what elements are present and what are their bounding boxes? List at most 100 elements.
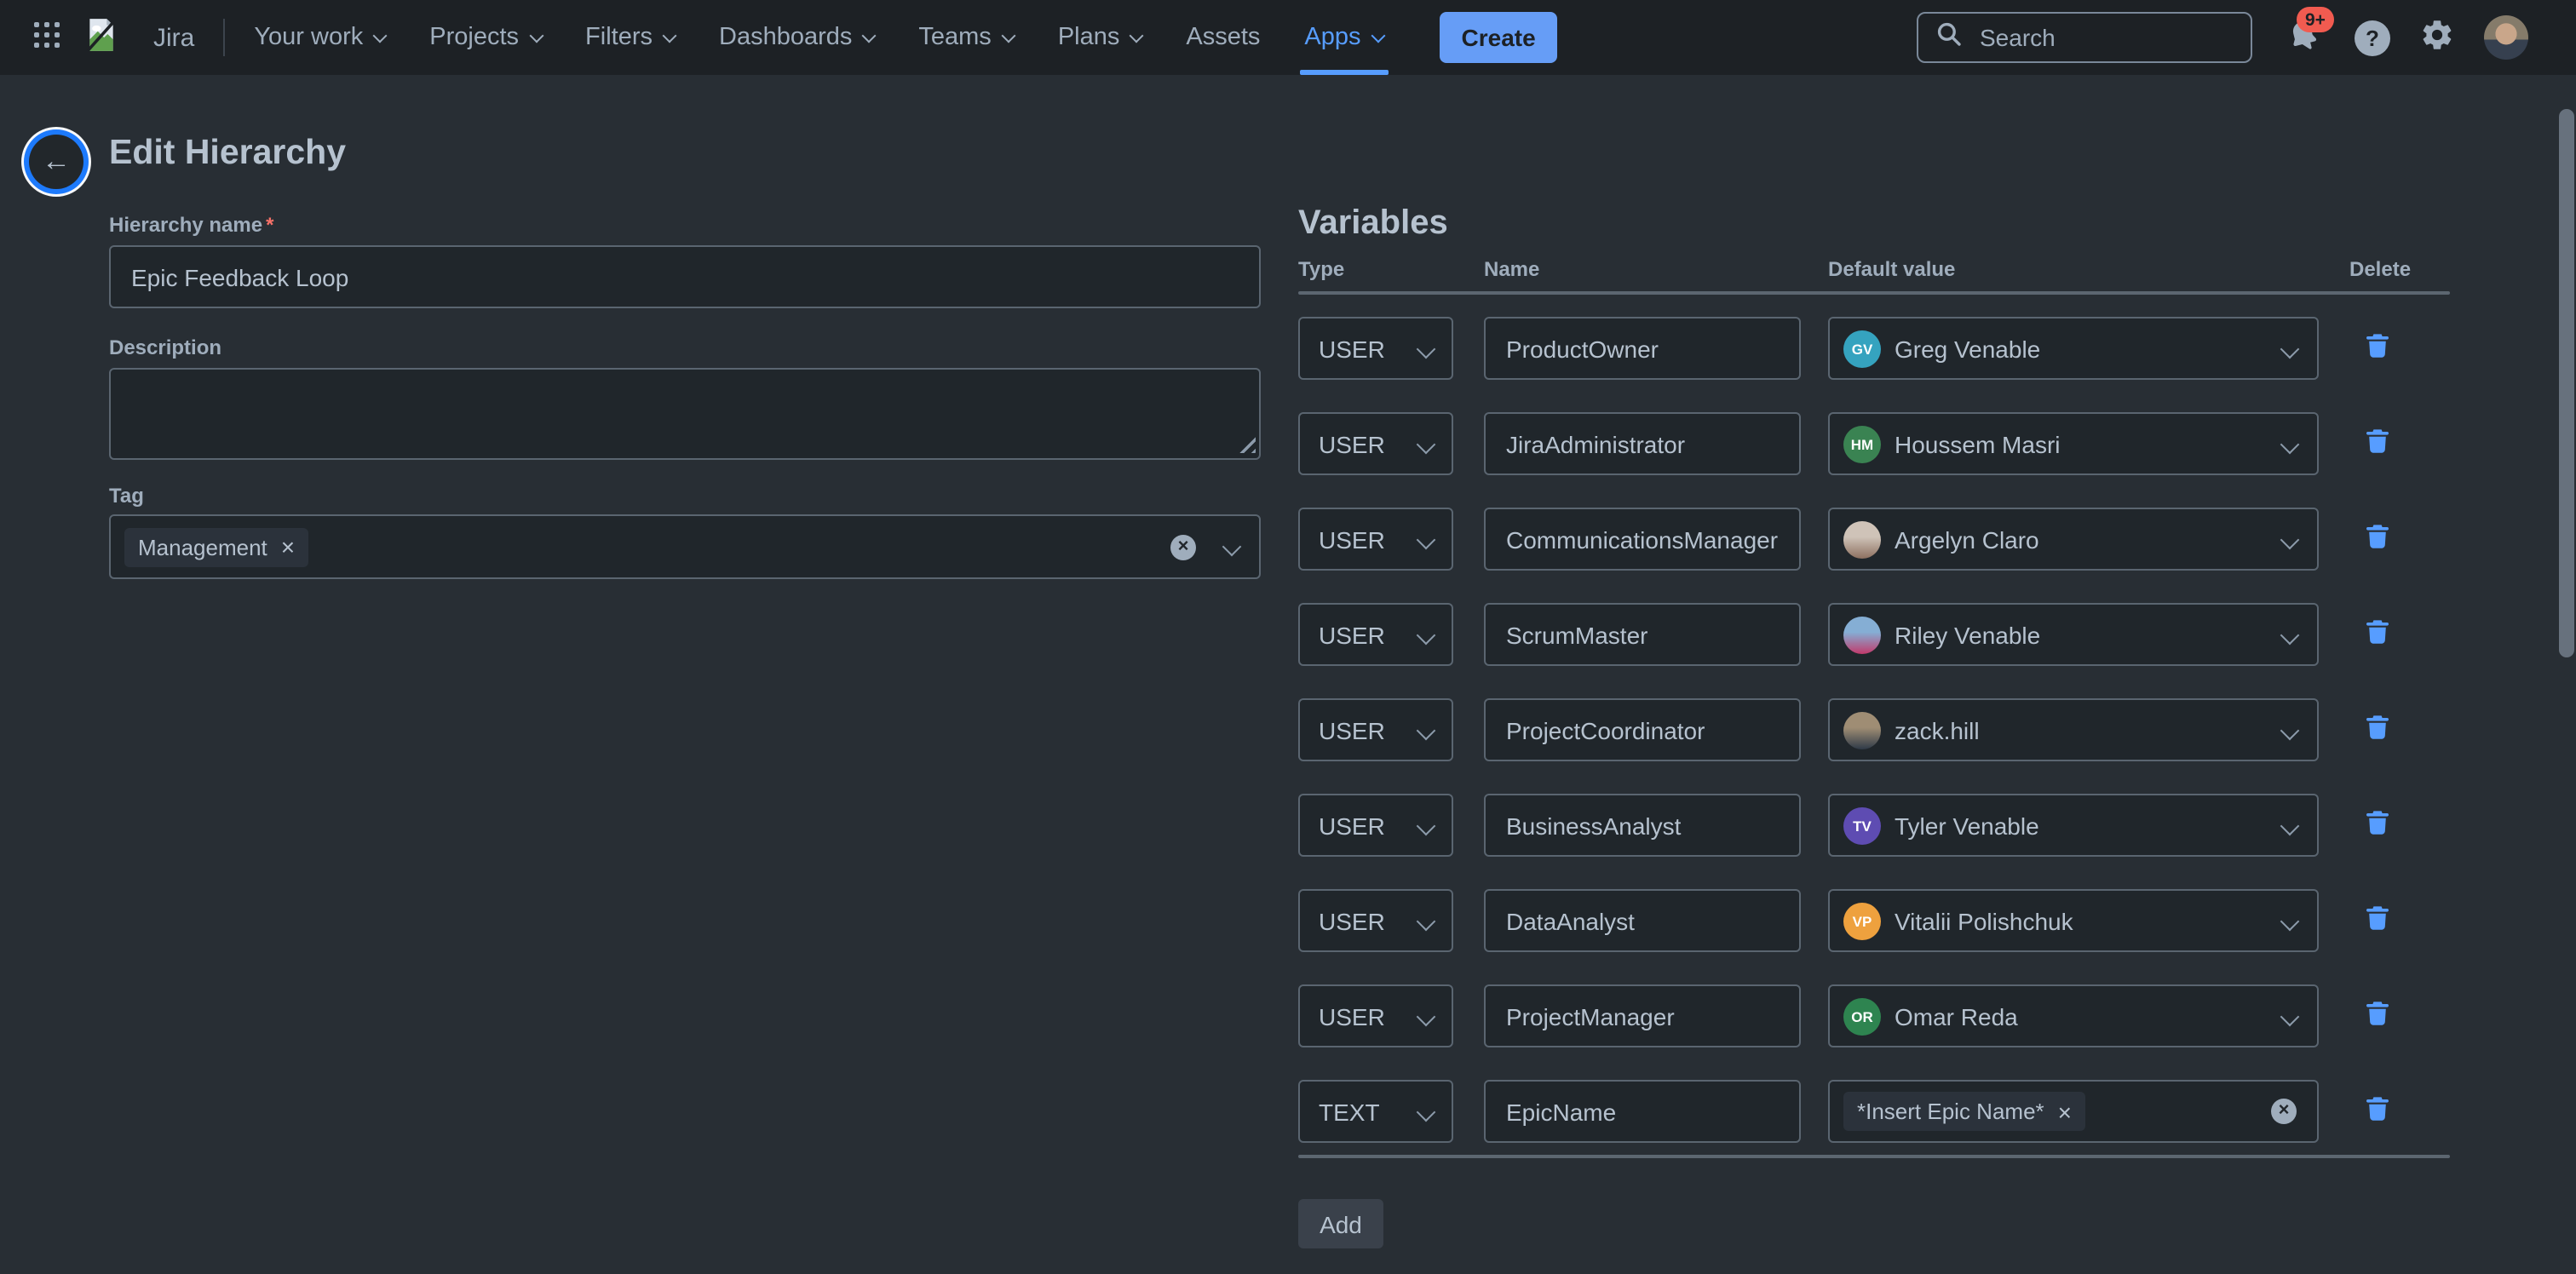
name-input[interactable] [1484,889,1801,952]
scrollbar-thumb[interactable] [2559,109,2574,657]
help-button[interactable]: ? [2355,20,2390,55]
name-input[interactable] [1484,603,1801,666]
delete-button[interactable] [2355,1088,2399,1133]
chip-remove-icon[interactable]: × [280,533,296,560]
type-select[interactable]: TEXT [1298,1080,1453,1143]
trash-icon [2364,522,2389,554]
type-select[interactable]: USER [1298,412,1453,475]
delete-button[interactable] [2355,421,2399,465]
user-avatar: OR [1843,997,1881,1035]
name-input[interactable] [1484,794,1801,857]
user-avatar: HM [1843,425,1881,462]
nav-item-assets[interactable]: Assets [1164,0,1282,75]
chevron-down-icon [1416,433,1436,454]
default-value-select[interactable]: TV Tyler Venable [1828,794,2319,857]
type-select[interactable]: USER [1298,508,1453,571]
nav-item-filters[interactable]: Filters [563,0,697,75]
delete-button[interactable] [2355,516,2399,560]
description-textarea[interactable] [109,368,1261,460]
name-input[interactable] [1484,1080,1801,1143]
name-input[interactable] [1484,984,1801,1047]
default-value-select[interactable]: HM Houssem Masri [1828,412,2319,475]
nav-item-your-work[interactable]: Your work [232,0,407,75]
variable-row: USER zack.hill [1298,698,2491,761]
default-value-select[interactable]: *Insert Epic Name* × × [1828,1080,2319,1143]
brand-name: Jira [153,23,195,52]
name-input[interactable] [1484,508,1801,571]
delete-button[interactable] [2355,707,2399,751]
nav-right-cluster: 9+ ? [1917,7,2528,63]
table-bottom-divider [1298,1155,2450,1158]
delete-button[interactable] [2355,993,2399,1037]
trash-icon [2364,808,2389,841]
variable-row: USER Argelyn Claro [1298,508,2491,571]
default-value-select[interactable]: OR Omar Reda [1828,984,2319,1047]
delete-button[interactable] [2355,325,2399,370]
tag-select[interactable]: Management × × [109,514,1261,579]
type-select[interactable]: USER [1298,603,1453,666]
chip-remove-icon[interactable]: × [2057,1098,2073,1125]
text-value-chip: *Insert Epic Name* × [1843,1092,2086,1131]
chevron-down-icon [2280,910,2300,931]
trash-icon [2364,427,2389,459]
user-avatar: TV [1843,806,1881,844]
variable-row: USER GV Greg Venable [1298,317,2491,380]
app-switcher-button[interactable] [34,22,60,53]
search-box[interactable] [1917,12,2252,63]
back-button[interactable]: ← [29,135,83,189]
variable-row: USER HM Houssem Masri [1298,412,2491,475]
type-select[interactable]: USER [1298,984,1453,1047]
trash-icon [2364,713,2389,745]
site-logo-button[interactable] [83,17,119,58]
default-value-select[interactable]: Riley Venable [1828,603,2319,666]
default-value-select[interactable]: GV Greg Venable [1828,317,2319,380]
chevron-down-icon [1416,338,1436,359]
profile-button[interactable] [2484,15,2528,60]
create-button[interactable]: Create [1439,12,1558,63]
variables-heading: Variables [1298,204,1448,242]
nav-item-projects[interactable]: Projects [407,0,563,75]
hierarchy-name-label-text: Hierarchy name [109,213,263,237]
nav-item-label: Projects [429,24,520,51]
clear-icon[interactable]: × [2271,1099,2297,1124]
type-select[interactable]: USER [1298,698,1453,761]
nav-item-dashboards[interactable]: Dashboards [697,0,896,75]
chevron-down-icon [1371,27,1386,43]
name-input[interactable] [1484,412,1801,475]
hierarchy-name-input[interactable] [109,245,1261,308]
default-value-select[interactable]: zack.hill [1828,698,2319,761]
top-nav: Jira Your work Projects Filters Dashboards T… [0,0,2576,75]
notifications-button[interactable]: 9+ [2281,7,2334,60]
variable-row: USER VP Vitalii Polishchuk [1298,889,2491,952]
delete-button[interactable] [2355,898,2399,942]
chevron-down-icon [2280,338,2300,359]
type-select-value: USER [1319,621,1385,648]
add-button[interactable]: Add [1298,1199,1383,1248]
tag-chip-label: Management [138,534,267,560]
name-input[interactable] [1484,698,1801,761]
type-select[interactable]: USER [1298,317,1453,380]
chevron-down-icon [1001,27,1016,43]
nav-divider [223,19,226,56]
chevron-down-icon [528,27,543,43]
type-select[interactable]: USER [1298,794,1453,857]
default-value-select[interactable]: VP Vitalii Polishchuk [1828,889,2319,952]
variable-row: TEXT *Insert Epic Name* × × [1298,1080,2491,1143]
clear-icon[interactable]: × [1170,534,1196,560]
nav-item-plans[interactable]: Plans [1036,0,1164,75]
name-input[interactable] [1484,317,1801,380]
tag-chip: Management × [124,527,309,566]
settings-button[interactable] [2419,17,2455,58]
nav-item-apps[interactable]: Apps [1282,0,1405,75]
delete-button[interactable] [2355,611,2399,656]
chevron-down-icon [372,27,388,43]
search-input[interactable] [1976,22,2234,53]
chevron-down-icon [1416,815,1436,835]
nav-item-teams[interactable]: Teams [896,0,1035,75]
type-select[interactable]: USER [1298,889,1453,952]
description-field-wrap [109,368,1261,460]
chevron-down-icon [1416,910,1436,931]
default-value-select[interactable]: Argelyn Claro [1828,508,2319,571]
gear-icon [2419,17,2455,58]
delete-button[interactable] [2355,802,2399,846]
